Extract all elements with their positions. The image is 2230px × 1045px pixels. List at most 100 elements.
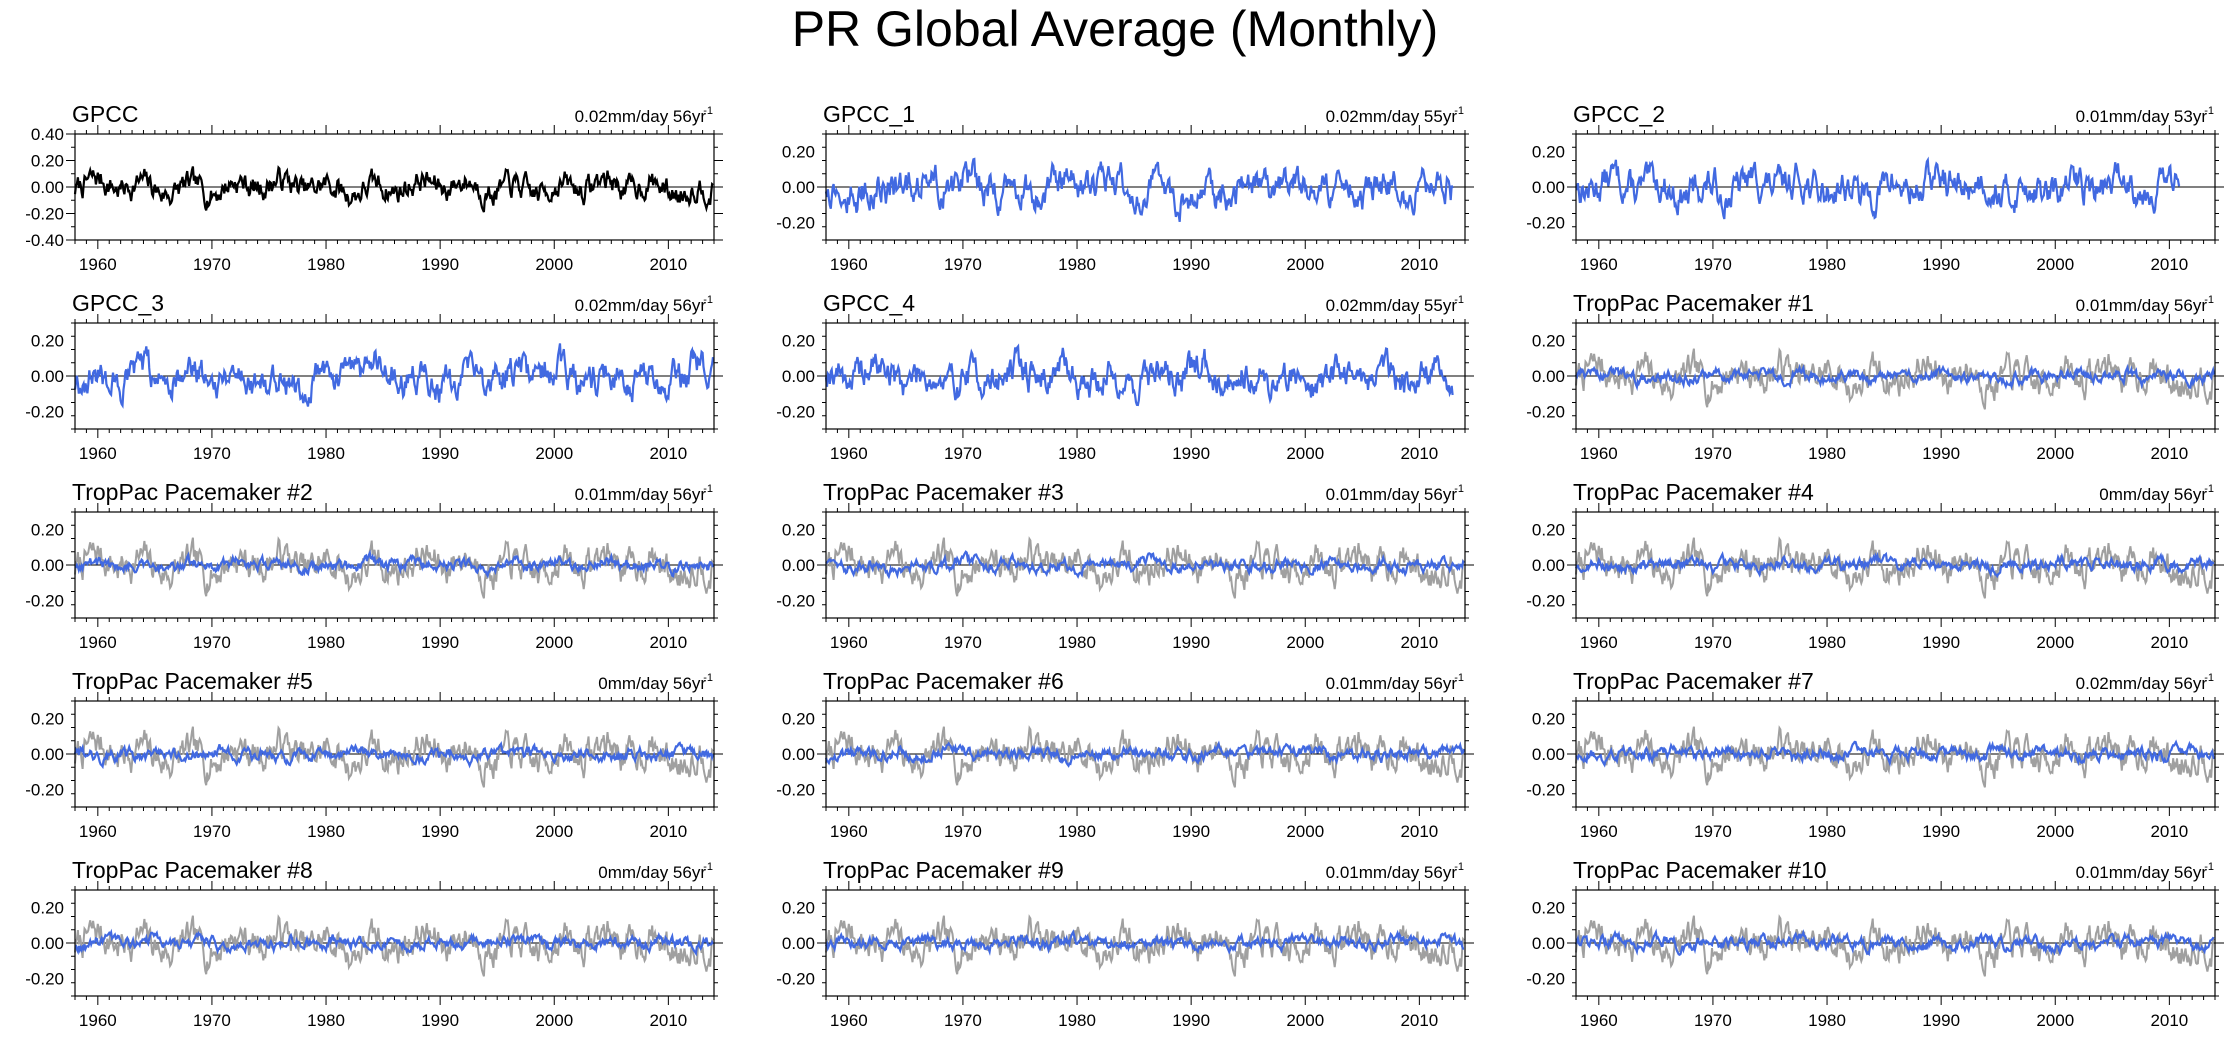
y-tick-label: 0.20: [782, 521, 815, 540]
reference-line: [825, 536, 1465, 599]
panel-12: TropPac Pacemaker #7 0.02mm/day 56yr-1 196…: [1526, 668, 2224, 841]
panel-title: TropPac Pacemaker #10: [1573, 857, 1827, 883]
x-tick-label: 2000: [1286, 255, 1324, 274]
x-tick-label: 1960: [1580, 633, 1618, 652]
x-tick-label: 1970: [193, 255, 231, 274]
y-tick-label: 0.20: [1532, 521, 1565, 540]
y-tick-label: 0.20: [1532, 710, 1565, 729]
y-tick-label: 0.00: [1532, 556, 1565, 575]
x-tick-label: 2000: [535, 1011, 573, 1030]
y-tick-label: -0.20: [776, 213, 815, 232]
y-tick-label: -0.20: [776, 780, 815, 799]
x-tick-label: 1980: [307, 822, 345, 841]
x-tick-label: 2000: [2036, 822, 2074, 841]
series-line: [1575, 739, 2216, 768]
x-tick-label: 1960: [79, 1011, 117, 1030]
x-tick-label: 2010: [1400, 255, 1438, 274]
y-tick-label: 0.00: [31, 556, 64, 575]
x-tick-label: 1970: [944, 822, 982, 841]
panel-title: GPCC_4: [823, 290, 915, 316]
y-tick-label: 0.20: [31, 710, 64, 729]
y-tick-label: 0.20: [31, 152, 64, 171]
panel-trend: 0.02mm/day 56yr: [2076, 674, 2208, 693]
x-tick-label: 1960: [1580, 255, 1618, 274]
panel-title: TropPac Pacemaker #3: [823, 479, 1064, 505]
panel-trend: 0.01mm/day 56yr: [2076, 863, 2208, 882]
x-tick-label: 1960: [830, 822, 868, 841]
y-tick-label: 0.00: [1532, 934, 1565, 953]
x-tick-label: 2010: [2150, 1011, 2188, 1030]
series-line: [824, 157, 1454, 222]
x-tick-label: 2000: [1286, 633, 1324, 652]
x-tick-label: 1970: [193, 444, 231, 463]
panel-title: TropPac Pacemaker #4: [1573, 479, 1814, 505]
x-tick-label: 2010: [1400, 822, 1438, 841]
x-tick-label: 1990: [421, 633, 459, 652]
series-line: [74, 549, 715, 579]
x-tick-label: 1960: [830, 633, 868, 652]
x-tick-label: 2000: [2036, 633, 2074, 652]
y-tick-label: 0.20: [31, 521, 64, 540]
x-tick-label: 1970: [1694, 633, 1732, 652]
x-tick-label: 2010: [649, 633, 687, 652]
panel-trend-unit: -1: [1454, 861, 1464, 873]
y-tick-label: -0.20: [1526, 213, 1565, 232]
y-tick-label: -0.20: [25, 205, 64, 224]
y-tick-label: 0.00: [31, 934, 64, 953]
x-tick-label: 2010: [2150, 822, 2188, 841]
x-tick-label: 1970: [193, 1011, 231, 1030]
y-tick-label: 0.00: [782, 367, 815, 386]
y-tick-label: 0.00: [1532, 367, 1565, 386]
panel-7: TropPac Pacemaker #2 0.01mm/day 56yr-1 196…: [25, 479, 723, 652]
x-tick-label: 1980: [1058, 633, 1096, 652]
x-tick-label: 1970: [944, 444, 982, 463]
x-tick-label: 1960: [79, 255, 117, 274]
x-tick-label: 1990: [421, 255, 459, 274]
x-tick-label: 2010: [1400, 444, 1438, 463]
panel-title: TropPac Pacemaker #5: [72, 668, 313, 694]
x-tick-label: 1990: [1922, 444, 1960, 463]
panel-trend-unit: -1: [703, 294, 713, 306]
y-tick-label: 0.40: [31, 125, 64, 144]
y-tick-label: 0.20: [31, 899, 64, 918]
panel-trend-unit: -1: [703, 105, 713, 117]
panel-trend: 0.01mm/day 53yr: [2076, 107, 2208, 126]
x-tick-label: 1980: [1808, 822, 1846, 841]
y-tick-label: 0.00: [31, 745, 64, 764]
panel-trend: 0.01mm/day 56yr: [575, 485, 707, 504]
y-tick-label: -0.20: [25, 780, 64, 799]
x-tick-label: 2010: [1400, 1011, 1438, 1030]
panel-title: TropPac Pacemaker #7: [1573, 668, 1814, 694]
x-tick-label: 1980: [1058, 444, 1096, 463]
x-tick-label: 2000: [535, 822, 573, 841]
series-line: [825, 550, 1465, 580]
x-tick-label: 1990: [1172, 633, 1210, 652]
panel-11: TropPac Pacemaker #6 0.01mm/day 56yr-1 196…: [776, 668, 1474, 841]
series-line: [1574, 928, 2215, 957]
x-tick-label: 2000: [1286, 1011, 1324, 1030]
x-tick-label: 2000: [535, 444, 573, 463]
series-line: [74, 928, 714, 957]
panel-trend: 0.01mm/day 56yr: [1326, 863, 1458, 882]
x-tick-label: 1970: [1694, 1011, 1732, 1030]
x-tick-label: 1960: [79, 444, 117, 463]
x-tick-label: 2000: [535, 633, 573, 652]
series-line: [824, 740, 1466, 768]
panel-trend: 0mm/day 56yr: [598, 863, 706, 882]
panel-trend-unit: -1: [703, 861, 713, 873]
x-tick-label: 2010: [2150, 255, 2188, 274]
series-line: [824, 929, 1465, 957]
panel-trend: 0.01mm/day 56yr: [2076, 296, 2208, 315]
y-tick-label: 0.20: [782, 332, 815, 351]
panel-9: TropPac Pacemaker #4 0mm/day 56yr-1 1960 19…: [1526, 479, 2224, 652]
reference-line: [1575, 536, 2215, 599]
main-title: PR Global Average (Monthly): [791, 1, 1439, 57]
y-tick-label: 0.20: [1532, 899, 1565, 918]
y-tick-label: -0.20: [25, 402, 64, 421]
panel-trend: 0.01mm/day 56yr: [1326, 485, 1458, 504]
x-tick-label: 1970: [193, 822, 231, 841]
y-tick-label: -0.20: [1526, 969, 1565, 988]
panel-2: GPCC_1 0.02mm/day 55yr-1 1960 1970 1980 1990 2…: [776, 101, 1474, 274]
y-tick-label: 0.00: [31, 178, 64, 197]
panel-trend-unit: -1: [703, 672, 713, 684]
